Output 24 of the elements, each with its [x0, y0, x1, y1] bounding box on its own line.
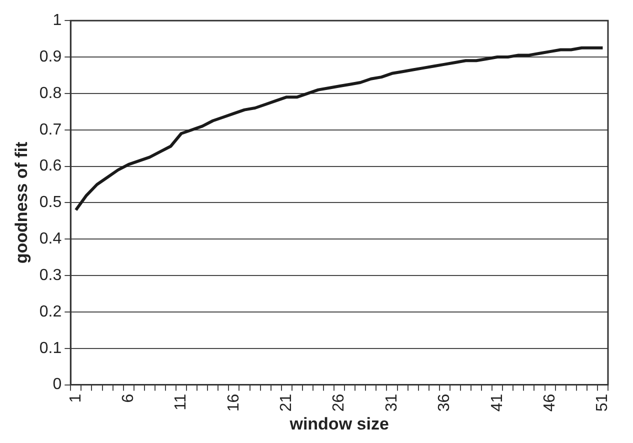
- y-tick-label: 0.9: [39, 48, 62, 66]
- y-tick-label: 0.1: [39, 340, 62, 357]
- y-tick-label: 0.6: [39, 158, 62, 175]
- x-tick-label: 31: [383, 394, 400, 412]
- y-tick-label: 0.2: [39, 303, 62, 320]
- y-axis-title: goodness of fit: [12, 141, 31, 264]
- y-tick-label: 0.8: [39, 84, 62, 102]
- y-tick-label: 0: [52, 376, 62, 394]
- y-tick-label: 0.5: [39, 194, 62, 212]
- x-tick-label: 46: [541, 394, 558, 412]
- x-tick-label: 16: [225, 394, 242, 412]
- x-tick-label: 21: [278, 394, 296, 412]
- y-tick-label: 0.3: [39, 266, 62, 284]
- x-tick-label: 51: [594, 394, 612, 412]
- y-tick-label: 1: [52, 12, 62, 30]
- x-tick-label: 6: [120, 394, 137, 403]
- y-tick-label: 0.4: [39, 230, 62, 248]
- x-tick-label: 11: [172, 394, 190, 410]
- x-axis-title: window size: [288, 414, 389, 434]
- x-tick-label: 1: [67, 394, 84, 403]
- y-tick-label: 0.7: [39, 121, 62, 138]
- x-tick-label: 36: [436, 394, 454, 412]
- x-tick-label: 26: [330, 394, 348, 412]
- x-tick-label: 41: [488, 394, 506, 412]
